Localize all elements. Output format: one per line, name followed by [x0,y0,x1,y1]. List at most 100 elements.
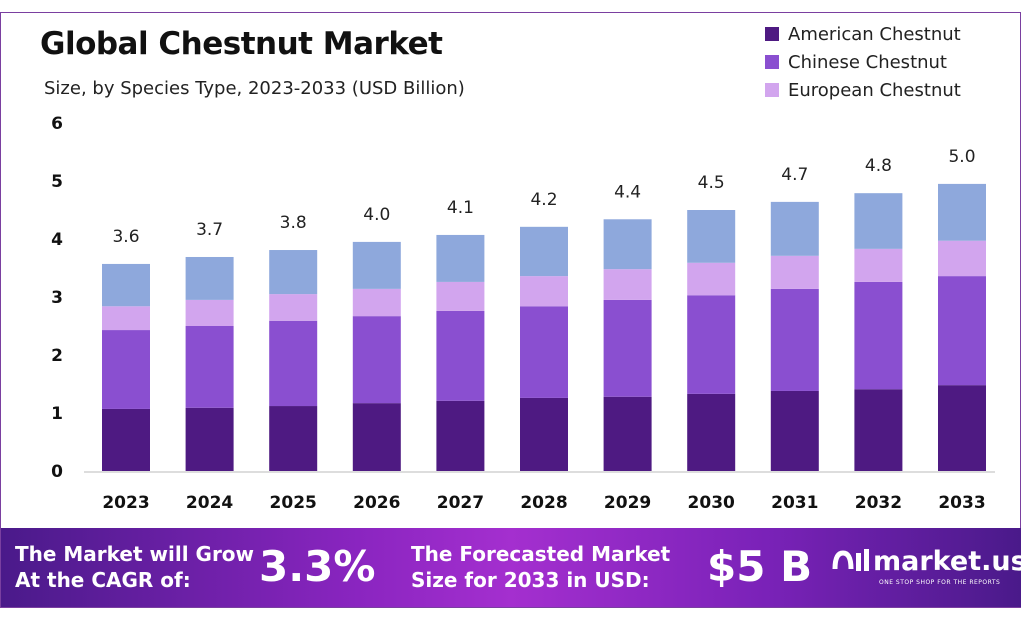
x-tick-label: 2027 [437,493,484,513]
cagr-label-line1: The Market will Grow [15,542,255,566]
total-label: 3.7 [196,220,223,240]
bar-segment-chinese-chestnut [436,310,485,401]
bar-segment-european-chestnut [102,306,150,331]
x-tick-label: 2023 [102,493,149,513]
bar-segment-other [520,226,568,277]
bar-segment-american-chestnut [854,389,903,471]
x-tick-label: 2031 [771,493,818,513]
x-tick-label: 2033 [938,493,985,513]
x-tick-label: 2025 [270,493,317,513]
x-tick-label: 2024 [186,493,233,513]
y-tick-label: 1 [51,404,63,424]
bar-segment-chinese-chestnut [102,330,150,409]
y-tick-label: 3 [51,288,63,308]
bar-segment-american-chestnut [938,385,986,471]
logo-mark-icon [832,548,869,571]
legend-swatch [765,83,779,97]
x-tick-label: 2026 [353,493,400,513]
logo-name: market.us [873,546,1023,577]
bar-segment-chinese-chestnut [687,295,736,394]
logo-tagline: ONE STOP SHOP FOR THE REPORTS [879,579,1001,586]
legend-label: European Chestnut [788,79,961,101]
chart-subtitle: Size, by Species Type, 2023-2033 (USD Bi… [44,78,465,99]
total-label: 4.2 [530,190,557,210]
bar-segment-other [603,219,652,270]
bar-segment-european-chestnut [854,248,903,282]
bar-segment-european-chestnut [352,288,401,317]
legend-label: Chinese Chestnut [788,51,947,73]
bar-segment-european-chestnut [269,294,318,321]
y-tick-label: 4 [51,230,63,250]
total-label: 4.0 [363,205,390,225]
summary-banner: The Market will Grow At the CAGR of: 3.3… [1,528,1023,607]
y-tick-label: 2 [51,346,63,366]
forecast-label-line2: Size for 2033 in USD: [411,568,650,592]
bar-segment-european-chestnut [770,255,819,289]
bar-segment-american-chestnut [269,406,318,471]
legend-item-european: European Chestnut [765,76,961,104]
legend-item-american: American Chestnut [765,20,961,48]
bar-segment-other [938,183,986,241]
bar-segment-chinese-chestnut [269,320,318,407]
chart-title: Global Chestnut Market [40,26,443,62]
total-label: 4.8 [865,156,892,176]
bar-segment-other [269,250,318,295]
bar-segment-chinese-chestnut [520,306,568,398]
forecast-label-line1: The Forecasted Market [411,542,671,566]
bar-chart: 0 1 2 3 4 5 6 3.6 2023 3.7 2024 3.8 2025 4.0 2026 4.1 20… [51,114,995,513]
bar-segment-other [352,241,401,289]
y-tick-label: 6 [51,114,63,134]
bar-segment-chinese-chestnut [185,326,234,408]
bar-segment-european-chestnut [520,276,568,307]
chart-frame [0,12,1021,608]
legend-swatch [765,27,779,41]
bar-segment-american-chestnut [770,390,819,471]
bar-segment-other [185,256,234,300]
y-tick-label: 0 [51,462,63,482]
total-label: 4.1 [447,198,474,218]
total-label: 4.5 [698,173,725,193]
total-label: 3.8 [280,213,307,233]
legend: American Chestnut Chinese Chestnut Europ… [765,20,961,104]
x-tick-label: 2032 [855,493,902,513]
legend-swatch [765,55,779,69]
bar-segment-american-chestnut [102,408,150,471]
total-label: 5.0 [948,147,975,167]
bar-segment-chinese-chestnut [352,316,401,404]
bar-segment-american-chestnut [185,407,234,471]
cagr-label: The Market will Grow At the CAGR of: [15,541,254,593]
bar-segment-other [436,234,485,282]
bar-segment-american-chestnut [352,403,401,471]
bar-segment-american-chestnut [603,396,652,471]
bar-segment-other [102,263,150,307]
cagr-value: 3.3% [259,542,376,591]
x-tick-label: 2029 [604,493,651,513]
cagr-label-line2: At the CAGR of: [15,568,191,592]
bar-segment-european-chestnut [185,299,234,326]
bar-segment-chinese-chestnut [603,299,652,397]
y-tick-label: 5 [51,172,63,192]
bar-segment-american-chestnut [687,393,736,471]
forecast-label: The Forecasted Market Size for 2033 in U… [411,541,670,593]
x-tick-label: 2028 [520,493,567,513]
bar-segment-american-chestnut [436,400,485,471]
bar-segment-other [770,201,819,256]
legend-label: American Chestnut [788,23,961,45]
x-tick-label: 2030 [688,493,735,513]
bar-segment-european-chestnut [687,262,736,296]
bar-segment-other [687,210,736,263]
bar-segment-chinese-chestnut [938,276,986,386]
bar-segment-european-chestnut [436,281,485,311]
bar-segment-chinese-chestnut [854,281,903,390]
legend-item-chinese: Chinese Chestnut [765,48,961,76]
bar-segment-european-chestnut [938,240,986,277]
bar-segment-american-chestnut [520,397,568,471]
bar-segment-other [854,193,903,249]
total-label: 3.6 [112,227,139,247]
forecast-value: $5 B [707,542,813,591]
bar-segment-chinese-chestnut [770,288,819,391]
market-us-logo: market.us ONE STOP SHOP FOR THE REPORTS [831,546,1023,586]
bar-segment-european-chestnut [603,269,652,300]
total-label: 4.4 [614,182,641,202]
total-label: 4.7 [781,165,808,185]
